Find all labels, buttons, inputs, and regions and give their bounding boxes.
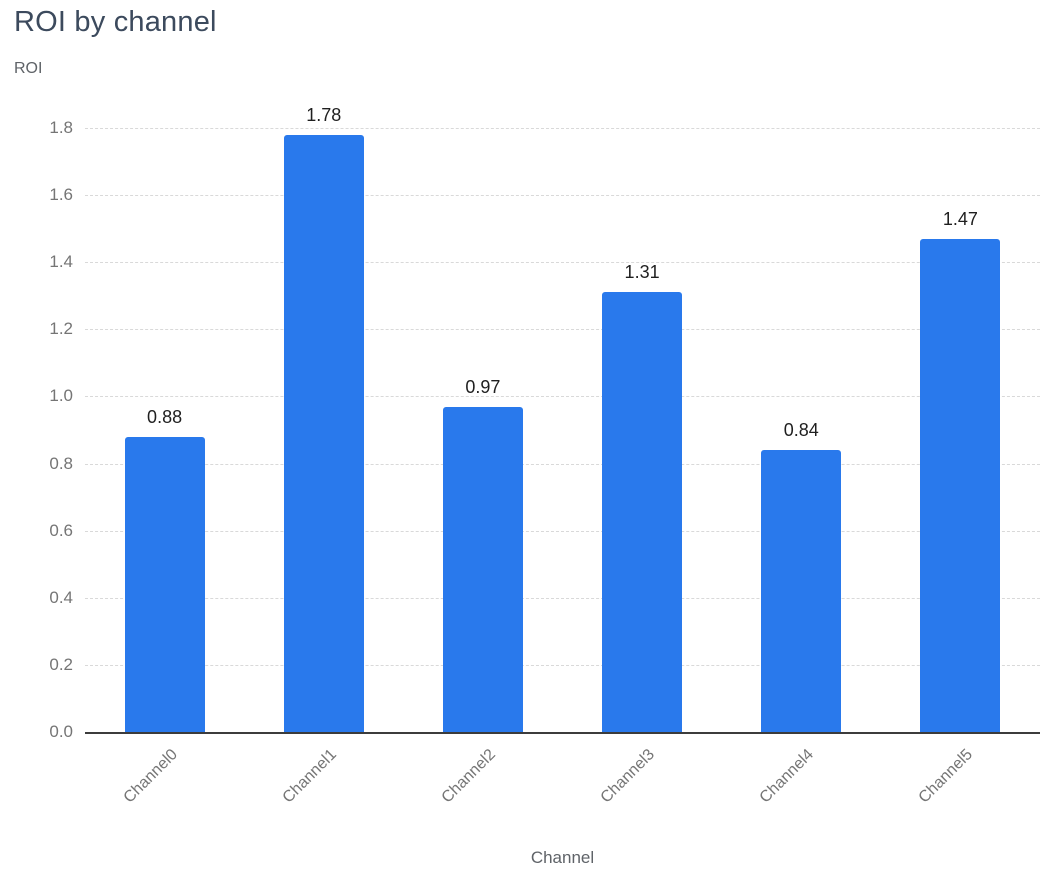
gridline <box>85 396 1040 398</box>
bar-value-label: 0.97 <box>465 376 501 397</box>
gridline <box>85 128 1040 129</box>
bar-value-label: 0.88 <box>147 406 183 427</box>
gridline <box>85 262 1040 264</box>
y-tick-label: 0.4 <box>49 587 73 607</box>
gridline <box>85 329 1040 331</box>
gridline <box>85 664 1040 666</box>
y-tick-label: 1.2 <box>49 319 73 339</box>
bar-value-label: 0.84 <box>783 420 819 441</box>
gridline <box>85 463 1040 465</box>
x-tick-label-channel4: Channel4 <box>756 746 818 807</box>
gridline <box>85 597 1040 599</box>
gridline <box>85 195 1040 197</box>
y-tick-label: 1.8 <box>49 118 73 137</box>
bar-channel5 <box>920 238 1001 732</box>
chart-title: ROI by channel <box>14 6 217 38</box>
y-tick-label: 1.0 <box>49 386 73 406</box>
x-tick-label-channel1: Channel1 <box>279 746 340 807</box>
bar-channel2 <box>442 406 523 732</box>
y-tick-label: 1.6 <box>49 185 73 205</box>
x-tick-label-channel2: Channel2 <box>438 746 499 807</box>
bar-value-label: 1.47 <box>942 208 978 229</box>
y-tick-label: 0.2 <box>49 654 73 674</box>
bar-value-label: 1.31 <box>624 262 660 283</box>
x-axis-title: Channel <box>530 848 595 867</box>
y-tick-label: 1.4 <box>49 252 73 272</box>
bar-channel4 <box>761 450 842 732</box>
bar-channel3 <box>602 292 683 732</box>
y-axis-title: ROI <box>14 60 43 77</box>
gridline <box>85 530 1040 532</box>
bar-channel0 <box>124 436 205 732</box>
bar-value-label: 1.78 <box>306 104 342 125</box>
y-tick-label: 0.8 <box>49 453 73 473</box>
plot-area: 0.0 0.2 0.4 0.6 0.8 1.0 1.2 1.4 1.6 1.8 0.88 Channe… <box>49 105 1040 806</box>
x-tick-label-channel0: Channel0 <box>120 746 181 807</box>
bar-channel1 <box>283 134 364 732</box>
y-tick-label: 0.0 <box>49 722 73 741</box>
x-tick-label-channel3: Channel3 <box>597 746 659 807</box>
x-tick-label-channel5: Channel5 <box>915 746 977 807</box>
y-tick-label: 0.6 <box>49 520 73 540</box>
x-axis-line <box>85 732 1040 734</box>
